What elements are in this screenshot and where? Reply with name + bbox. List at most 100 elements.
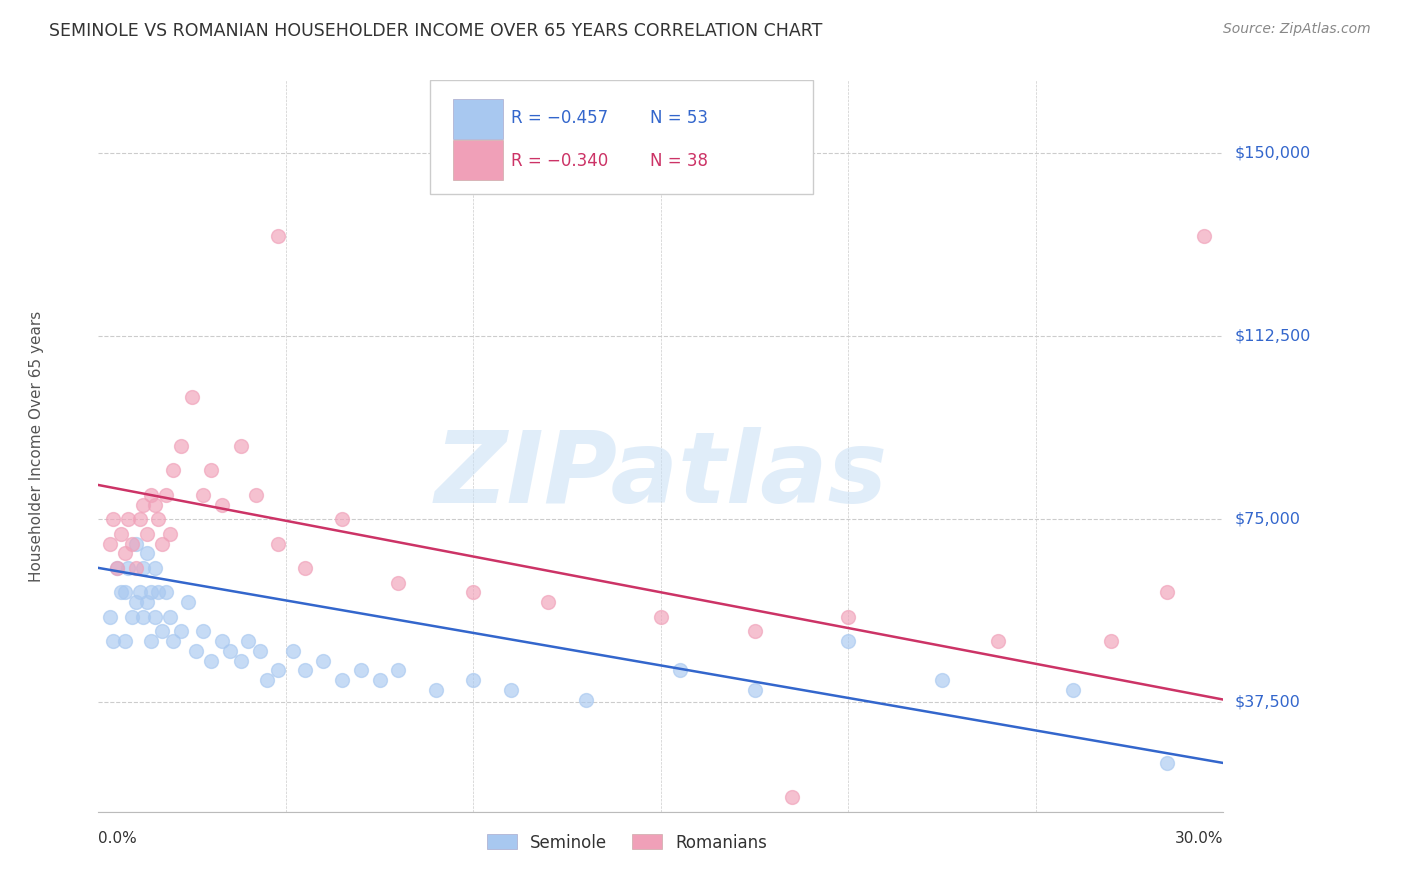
Point <box>155 585 177 599</box>
FancyBboxPatch shape <box>430 80 813 194</box>
Point <box>1156 756 1178 770</box>
Point <box>159 609 181 624</box>
Point <box>267 536 290 550</box>
Point <box>283 644 305 658</box>
Point <box>125 561 148 575</box>
Point <box>128 585 150 599</box>
Point <box>193 624 215 639</box>
Point <box>837 634 859 648</box>
Point <box>1156 585 1178 599</box>
Point <box>780 790 803 805</box>
Point <box>170 439 193 453</box>
Text: $37,500: $37,500 <box>1234 695 1301 709</box>
Text: R = −0.457: R = −0.457 <box>512 110 609 128</box>
Text: Householder Income Over 65 years: Householder Income Over 65 years <box>30 310 44 582</box>
Text: 30.0%: 30.0% <box>1175 831 1223 847</box>
Point <box>114 634 136 648</box>
Point <box>98 609 121 624</box>
Point <box>744 682 766 697</box>
Point <box>330 673 353 687</box>
FancyBboxPatch shape <box>453 140 503 180</box>
Point <box>128 512 150 526</box>
Point <box>136 546 159 560</box>
Point <box>170 624 193 639</box>
Point <box>125 595 148 609</box>
Text: $150,000: $150,000 <box>1234 146 1310 161</box>
Point <box>218 644 240 658</box>
Point <box>837 609 859 624</box>
Point <box>987 634 1010 648</box>
Point <box>143 498 166 512</box>
Point <box>1099 634 1122 648</box>
Point <box>148 512 170 526</box>
Point <box>155 488 177 502</box>
Point <box>103 512 125 526</box>
Point <box>136 595 159 609</box>
Text: N = 38: N = 38 <box>650 152 707 169</box>
Point <box>575 692 598 706</box>
Point <box>229 439 252 453</box>
Point <box>162 463 184 477</box>
Point <box>162 634 184 648</box>
Point <box>117 561 139 575</box>
Point <box>267 663 290 677</box>
Point <box>238 634 260 648</box>
Text: $112,500: $112,500 <box>1234 329 1310 343</box>
Point <box>200 654 222 668</box>
Point <box>200 463 222 477</box>
Text: 0.0%: 0.0% <box>98 831 138 847</box>
Point <box>193 488 215 502</box>
Point <box>177 595 200 609</box>
Point <box>132 561 155 575</box>
Point <box>125 536 148 550</box>
Point <box>463 585 485 599</box>
Point <box>256 673 278 687</box>
Point <box>139 634 162 648</box>
Point <box>148 585 170 599</box>
Point <box>105 561 128 575</box>
Point <box>249 644 271 658</box>
Point <box>114 585 136 599</box>
Point <box>184 644 207 658</box>
Point <box>650 609 672 624</box>
Point <box>1062 682 1084 697</box>
Text: Source: ZipAtlas.com: Source: ZipAtlas.com <box>1223 22 1371 37</box>
Point <box>143 561 166 575</box>
Point <box>139 585 162 599</box>
Point <box>139 488 162 502</box>
Point <box>211 498 233 512</box>
Point <box>103 634 125 648</box>
Point <box>110 526 132 541</box>
Point <box>136 526 159 541</box>
Point <box>132 609 155 624</box>
Text: $75,000: $75,000 <box>1234 512 1301 526</box>
Point <box>98 536 121 550</box>
Point <box>537 595 560 609</box>
Point <box>499 682 522 697</box>
Point <box>121 536 143 550</box>
Point <box>132 498 155 512</box>
Point <box>117 512 139 526</box>
Point <box>121 609 143 624</box>
Point <box>463 673 485 687</box>
Point <box>387 663 409 677</box>
Text: N = 53: N = 53 <box>650 110 707 128</box>
Point <box>294 663 316 677</box>
Point <box>114 546 136 560</box>
Point <box>229 654 252 668</box>
Text: SEMINOLE VS ROMANIAN HOUSEHOLDER INCOME OVER 65 YEARS CORRELATION CHART: SEMINOLE VS ROMANIAN HOUSEHOLDER INCOME … <box>49 22 823 40</box>
Point <box>159 526 181 541</box>
Point <box>387 575 409 590</box>
Point <box>1194 229 1216 244</box>
Point <box>312 654 335 668</box>
Text: R = −0.340: R = −0.340 <box>512 152 609 169</box>
Point <box>294 561 316 575</box>
Point <box>668 663 690 677</box>
Point <box>211 634 233 648</box>
Point <box>181 390 204 404</box>
Legend: Seminole, Romanians: Seminole, Romanians <box>479 827 775 858</box>
Point <box>368 673 391 687</box>
Point <box>350 663 373 677</box>
Point <box>105 561 128 575</box>
Point <box>150 624 173 639</box>
